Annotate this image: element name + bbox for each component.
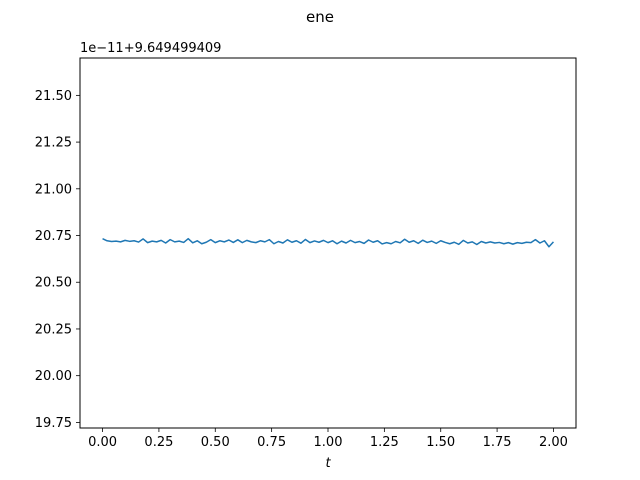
y-tick-label: 21.50 (35, 89, 72, 104)
x-axis: 0.00 0.25 0.50 0.75 1.00 1.25 1.50 1.75 2.00 (88, 428, 568, 450)
x-tick-label: 1.75 (483, 435, 512, 450)
y-axis: 19.75 20.00 20.25 20.50 20.75 21.00 21.25 21.50 (35, 89, 80, 431)
x-tick-label: 0.75 (257, 435, 286, 450)
x-tick-label: 1.00 (314, 435, 343, 450)
chart-title: ene (306, 8, 334, 26)
y-tick-label: 21.25 (35, 136, 72, 151)
y-axis-offset-label: 1e−11+9.649499409 (80, 41, 221, 56)
y-tick-label: 19.75 (35, 416, 72, 431)
y-tick-label: 20.50 (35, 276, 72, 291)
x-tick-label: 2.00 (539, 435, 568, 450)
plot-frame (79, 57, 577, 429)
x-tick-label: 1.50 (426, 435, 455, 450)
x-tick-label: 0.50 (201, 435, 230, 450)
y-tick-label: 20.75 (35, 229, 72, 244)
x-tick-label: 0.25 (144, 435, 173, 450)
x-tick-label: 1.25 (370, 435, 399, 450)
x-tick-label: 0.00 (88, 435, 117, 450)
y-tick-label: 20.25 (35, 322, 72, 337)
x-axis-label: t (325, 456, 331, 471)
series-layer (102, 237, 555, 248)
y-tick-label: 20.00 (35, 369, 72, 384)
y-tick-label: 21.00 (35, 182, 72, 197)
series-line (102, 237, 555, 248)
